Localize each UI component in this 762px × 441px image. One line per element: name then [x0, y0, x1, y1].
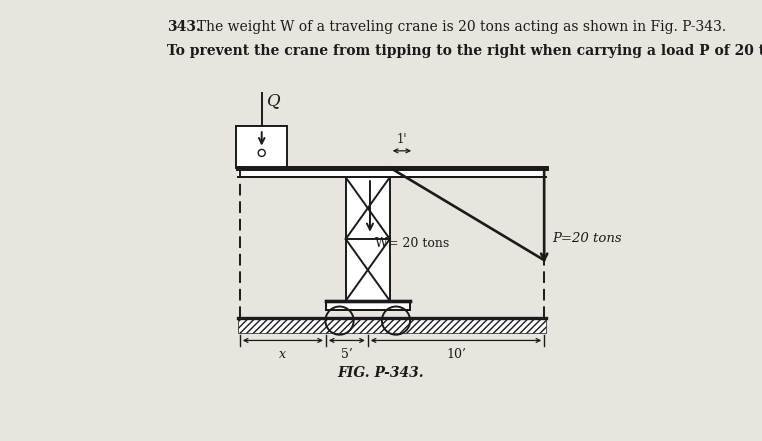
Text: FIG. P-343.: FIG. P-343. — [338, 366, 424, 380]
Text: W= 20 tons: W= 20 tons — [375, 237, 450, 250]
Text: To prevent the crane from tipping to the right when carrying a load P of 20 tons: To prevent the crane from tipping to the… — [167, 44, 762, 58]
Text: The weight W of a traveling crane is 20 tons acting as shown in Fig. P-343.: The weight W of a traveling crane is 20 … — [188, 20, 726, 34]
Text: 343.: 343. — [167, 20, 201, 34]
Text: P=20 tons: P=20 tons — [552, 232, 622, 245]
Text: Q: Q — [267, 93, 280, 110]
Bar — [346, 177, 390, 301]
Bar — [236, 126, 287, 168]
Bar — [238, 318, 546, 333]
Text: x: x — [280, 348, 287, 361]
Text: 5’: 5’ — [341, 348, 353, 361]
Bar — [326, 301, 410, 310]
Bar — [238, 168, 546, 177]
Text: 10’: 10’ — [446, 348, 466, 361]
Text: 1': 1' — [397, 133, 407, 146]
